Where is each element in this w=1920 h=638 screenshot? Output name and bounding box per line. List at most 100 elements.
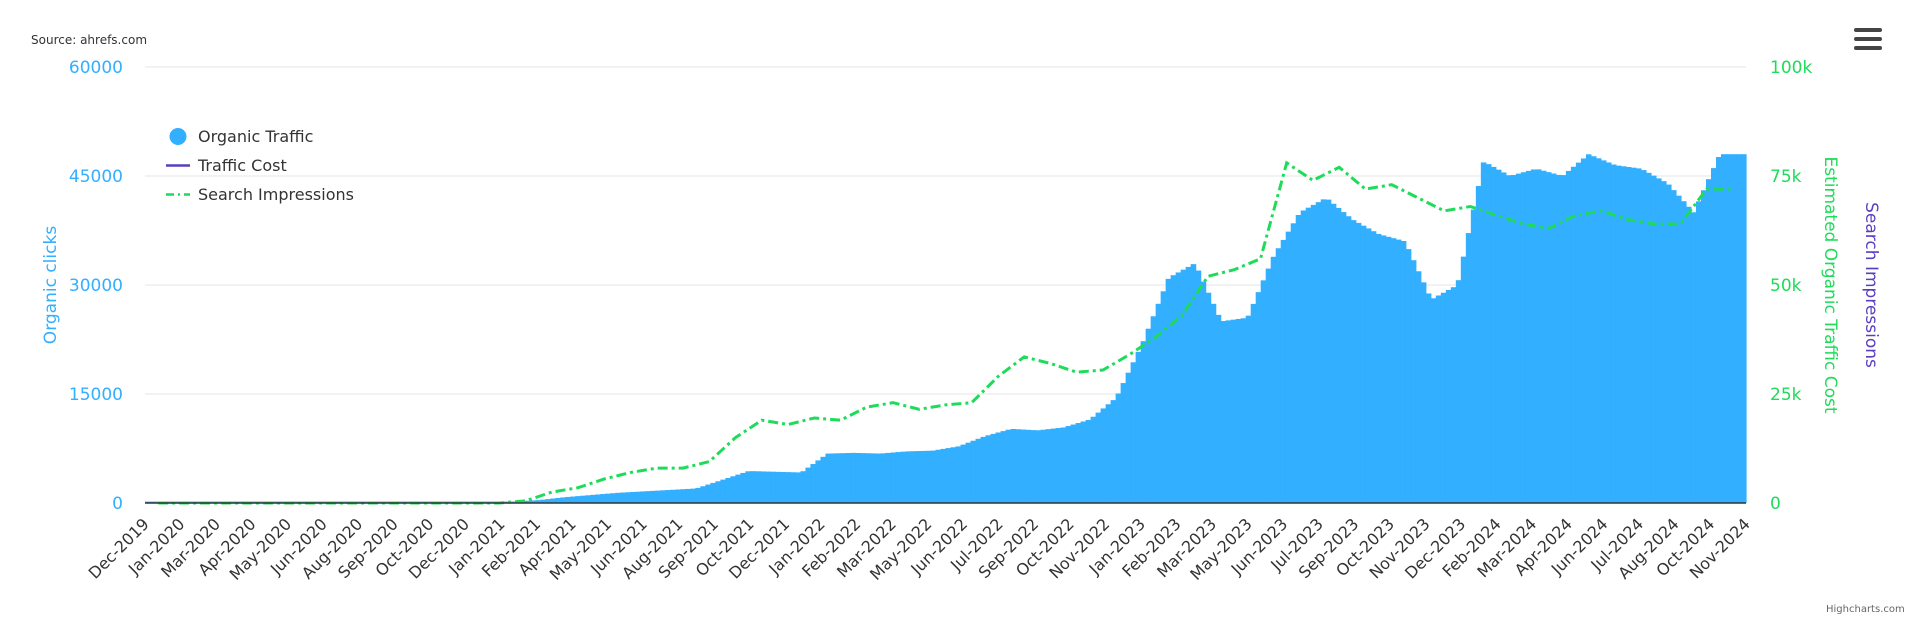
organic-traffic-bar [610,493,616,503]
organic-traffic-bar [800,471,807,503]
organic-traffic-bar [770,471,776,503]
organic-traffic-bar [1315,202,1322,503]
organic-traffic-bar [935,449,942,503]
organic-traffic-bar [1345,216,1352,504]
organic-traffic-bar [1355,222,1362,503]
organic-traffic-bar [1030,430,1037,503]
organic-traffic-bar [590,494,596,503]
organic-traffic-bar [1695,201,1702,503]
hamburger-menu-icon[interactable] [1854,28,1882,52]
organic-traffic-bar [805,467,812,503]
organic-traffic-bar [615,492,621,503]
organic-traffic-bar [910,451,917,503]
organic-traffic-bar [1185,266,1192,503]
organic-traffic-bar [955,446,962,503]
organic-traffic-bar [975,438,982,503]
organic-traffic-bar [1220,321,1227,503]
organic-traffic-bar [1630,167,1637,503]
organic-traffic-bar [840,453,847,503]
organic-traffic-bar [1085,419,1092,503]
organic-traffic-bar [1640,170,1647,503]
organic-traffic-bar [760,471,766,503]
organic-traffic-bar [690,488,696,503]
dash-dot-icon [166,193,190,196]
organic-traffic-bar [1530,169,1537,503]
organic-traffic-bar [545,499,551,503]
organic-traffic-bar [1680,201,1687,503]
organic-traffic-bar [1570,166,1577,503]
organic-traffic-bar [1210,303,1217,503]
organic-traffic-bar [1330,203,1337,503]
organic-traffic-bar [925,450,932,503]
organic-traffic-bar [1340,212,1347,503]
organic-traffic-bar [1650,175,1657,504]
organic-traffic-bar [825,453,832,503]
organic-traffic-bar [585,495,591,503]
organic-traffic-bar [1500,172,1507,503]
organic-traffic-bar [650,490,656,503]
organic-traffic-bar [1510,175,1517,503]
organic-traffic-bar [1080,421,1087,503]
organic-traffic-bar [530,500,536,503]
organic-traffic-bar [810,464,817,503]
organic-traffic-bar [1435,295,1442,503]
organic-traffic-bar [875,453,882,503]
organic-traffic-bar [1725,154,1732,503]
organic-traffic-bar [1255,292,1262,503]
legend-label: Organic Traffic [198,127,314,146]
organic-traffic-bar [950,447,957,503]
organic-traffic-bar [1035,430,1042,503]
circle-icon [169,128,187,145]
legend-item-organic-traffic[interactable]: Organic Traffic [164,122,354,151]
organic-traffic-bar [1635,168,1642,503]
organic-traffic-bar [665,490,671,503]
legend-item-traffic-cost[interactable]: Traffic Cost [164,151,354,180]
organic-traffic-bar [1195,270,1202,503]
organic-traffic-bar [1605,162,1612,503]
legend-label: Search Impressions [198,185,354,204]
organic-traffic-bar [1000,431,1007,503]
organic-traffic-bar [715,481,721,503]
highcharts-credits[interactable]: Highcharts.com [1826,604,1905,615]
organic-traffic-bar [1665,184,1672,503]
organic-traffic-bar [780,471,786,503]
organic-traffic-bar [625,492,631,503]
organic-traffic-bar [1090,416,1097,503]
organic-traffic-bar [1540,170,1547,503]
organic-traffic-bar [745,471,751,503]
organic-traffic-bar [735,474,741,503]
organic-traffic-bar [1475,185,1482,504]
organic-traffic-bar [880,453,887,503]
organic-traffic-bar [1520,172,1527,504]
organic-traffic-bar [1400,240,1407,504]
legend: Organic Traffic Traffic Cost Search Impr… [164,122,354,209]
organic-traffic-bar [1150,316,1157,503]
organic-traffic-bar [620,492,626,503]
organic-traffic-bar [1285,231,1292,504]
organic-traffic-bar [1050,428,1057,503]
organic-traffic-bar [1335,207,1342,504]
organic-traffic-bar [635,491,641,503]
organic-traffic-bar [765,471,771,503]
organic-traffic-bar [570,496,576,503]
organic-traffic-bar [720,479,726,503]
organic-traffic-bar [1300,210,1307,503]
organic-traffic-bar [1470,209,1477,503]
organic-traffic-bar [965,442,972,503]
legend-item-search-impressions[interactable]: Search Impressions [164,180,354,209]
organic-traffic-bar [785,472,791,503]
organic-traffic-bar [1645,172,1652,503]
y-right-axis-title: Estimated Organic Traffic Cost [1820,156,1840,413]
organic-traffic-bar [1310,204,1317,503]
organic-traffic-bar [775,471,781,503]
organic-traffic-bar [1060,427,1067,503]
organic-traffic-bar [1165,278,1172,503]
organic-traffic-bar [1020,429,1027,503]
organic-traffic-bar [1710,168,1717,503]
organic-traffic-bar [1180,269,1187,503]
organic-traffic-bar [1115,393,1122,503]
organic-traffic-bar [1670,190,1677,503]
organic-traffic-bar [1125,372,1132,503]
y-left-tick-label: 30000 [69,276,123,296]
